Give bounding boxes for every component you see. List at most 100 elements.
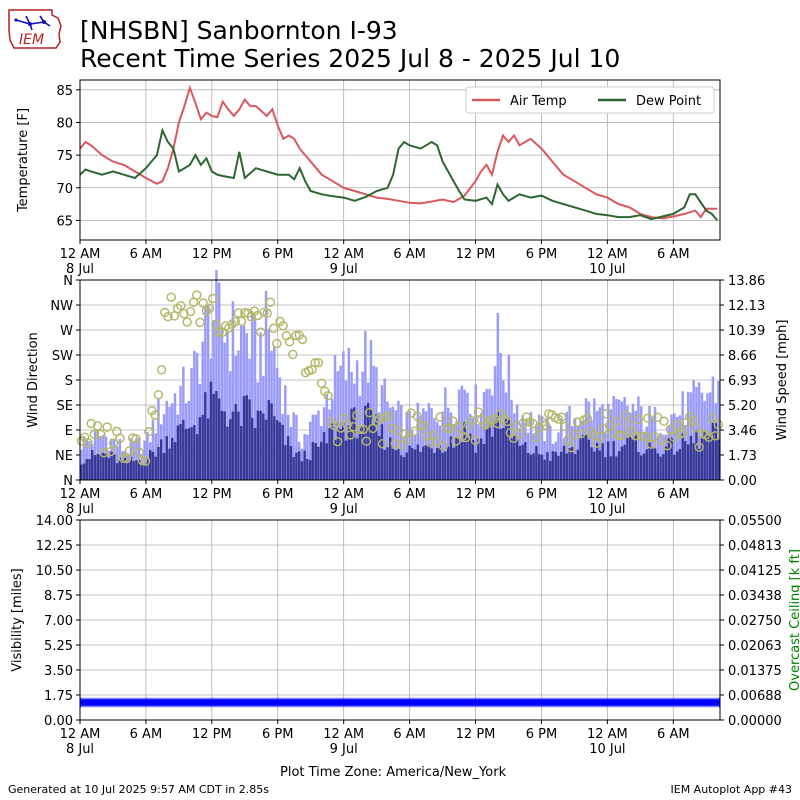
speed-bar xyxy=(306,459,309,480)
speed-bar xyxy=(446,446,450,480)
speed-bar xyxy=(168,448,171,480)
speed-bar xyxy=(576,449,580,480)
gust-bar xyxy=(284,385,287,480)
gust-bar xyxy=(598,407,602,480)
direction-marker xyxy=(192,290,202,300)
x-date-label: 9 Jul xyxy=(330,502,358,517)
gust-bar xyxy=(678,415,682,480)
direction-marker xyxy=(451,436,461,446)
x-tick-label: 6 AM xyxy=(393,247,426,262)
direction-marker xyxy=(268,323,279,334)
speed-bar xyxy=(518,446,522,480)
x-tick-label: 6 AM xyxy=(130,727,163,742)
speed-bar xyxy=(595,442,599,480)
iem-logo: IEM xyxy=(8,9,62,49)
direction-marker xyxy=(310,358,320,368)
direction-marker xyxy=(198,298,208,308)
speed-bar xyxy=(179,424,182,480)
direction-marker xyxy=(236,316,247,327)
speed-bar xyxy=(350,408,353,480)
speed-bar xyxy=(584,435,588,480)
direction-tick-label: N xyxy=(63,474,73,489)
direction-marker xyxy=(176,300,186,311)
legend-box xyxy=(465,86,715,114)
speed-bar xyxy=(270,403,273,480)
direction-marker xyxy=(352,410,362,421)
speed-bar xyxy=(474,452,477,480)
speed-bar xyxy=(480,438,483,480)
speed-bar xyxy=(380,424,384,480)
speed-bar xyxy=(286,436,290,480)
speed-bar xyxy=(565,453,568,480)
gust-bar xyxy=(240,325,243,480)
direction-tick-label: SW xyxy=(52,349,73,364)
direction-marker xyxy=(659,416,669,426)
direction-marker xyxy=(540,420,551,431)
speed-bar xyxy=(560,451,563,480)
gust-bar xyxy=(264,290,268,480)
ceiling-tick-label: 0.02063 xyxy=(728,639,782,654)
direction-marker xyxy=(272,338,282,349)
gust-bar xyxy=(231,301,235,480)
speed-bar xyxy=(344,440,348,480)
direction-marker xyxy=(672,420,682,430)
gust-bar xyxy=(612,396,615,480)
x-tick-label: 12 AM xyxy=(587,487,628,502)
y-tick-label: 70 xyxy=(56,182,73,197)
ceiling-tick-label: 0.00000 xyxy=(728,714,782,729)
speed-bar xyxy=(126,462,130,480)
speed-bar xyxy=(320,441,323,480)
speed-bar xyxy=(579,438,582,480)
direction-marker xyxy=(572,417,583,427)
y-axis-label: Temperature [F] xyxy=(16,108,31,213)
speed-bar xyxy=(413,449,417,480)
speed-bar xyxy=(80,464,83,480)
direction-marker xyxy=(646,439,656,449)
direction-marker xyxy=(432,436,442,447)
speed-bar xyxy=(121,459,124,480)
speed-bar xyxy=(664,446,668,480)
speed-bar xyxy=(706,435,709,480)
legend-entry: Air Temp xyxy=(510,94,567,109)
speed-bar xyxy=(151,451,155,480)
gust-bar xyxy=(430,407,433,480)
direction-marker xyxy=(131,434,141,444)
direction-marker xyxy=(342,419,352,430)
gust-bar xyxy=(223,342,226,480)
visibility-panel: 0.00 0.00000 1.75 0.00688 3.50 0.01375 5.25 0.0… xyxy=(10,514,800,757)
speed-bar xyxy=(703,430,706,480)
direction-marker xyxy=(364,407,375,418)
speed-bar xyxy=(262,413,265,480)
direction-marker xyxy=(560,421,570,432)
speed-bar xyxy=(353,407,356,480)
x-date-label: 8 Jul xyxy=(66,262,94,277)
logo-text: IEM xyxy=(19,32,44,48)
direction-marker xyxy=(265,297,276,307)
direction-marker xyxy=(214,327,224,337)
speed-bar xyxy=(176,425,180,480)
speed-bar xyxy=(264,419,268,480)
direction-marker xyxy=(435,412,445,422)
speed-bar xyxy=(160,439,163,480)
direction-marker xyxy=(460,432,471,443)
speed-bar xyxy=(297,451,301,480)
direction-marker xyxy=(345,430,356,440)
x-tick-label: 6 AM xyxy=(657,247,690,262)
y-tick-label: 85 xyxy=(56,84,73,99)
speed-bar xyxy=(402,457,406,480)
direction-tick-label: N xyxy=(63,274,73,289)
speed-bar xyxy=(400,455,403,480)
gust-bar xyxy=(259,332,262,480)
direction-marker xyxy=(713,419,724,430)
gust-bar xyxy=(604,432,607,480)
direction-marker xyxy=(284,337,295,347)
speed-bar xyxy=(124,457,127,480)
speed-tick-label: 8.66 xyxy=(728,349,757,364)
speed-bar xyxy=(491,436,494,480)
direction-marker xyxy=(204,303,215,314)
speed-bar xyxy=(88,459,91,480)
x-tick-label: 6 AM xyxy=(657,487,690,502)
direction-tick-label: S xyxy=(65,374,73,389)
speed-bar xyxy=(689,435,693,480)
speed-bar xyxy=(457,439,461,480)
